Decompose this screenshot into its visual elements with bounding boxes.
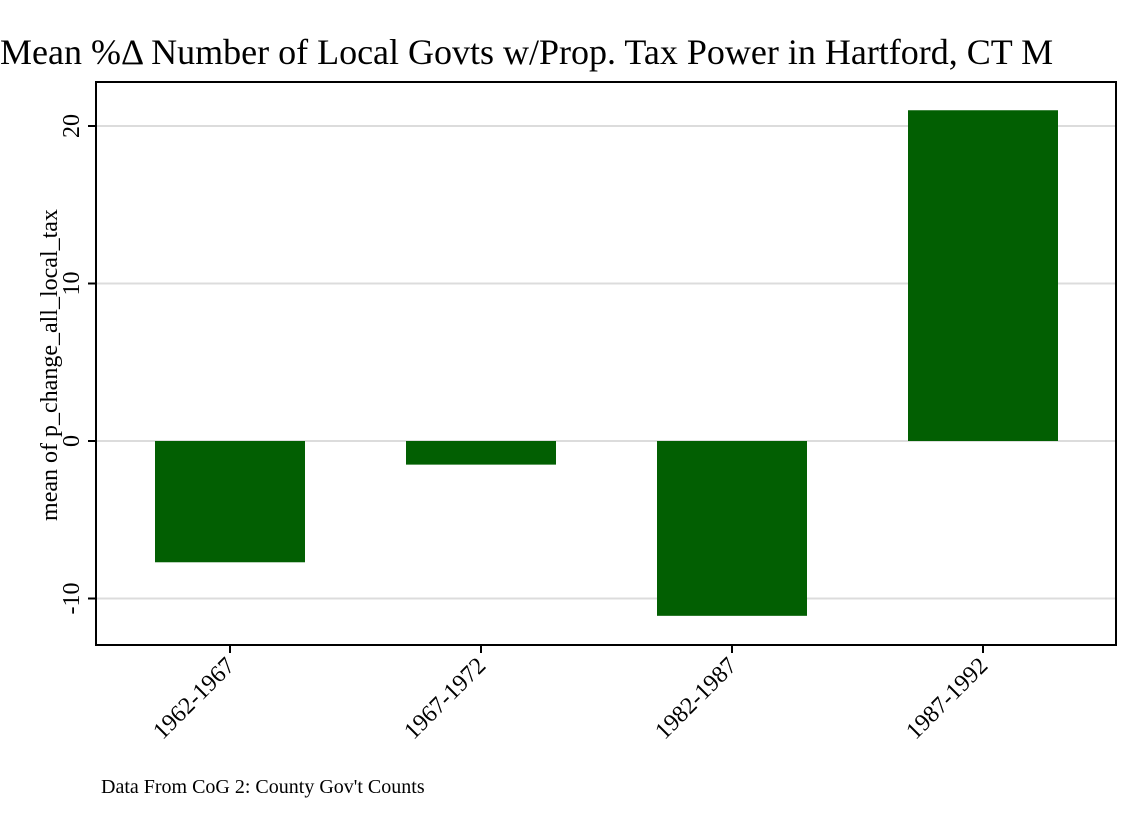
y-axis-label: mean of p_change_all_local_tax bbox=[37, 209, 63, 521]
y-tick-label: 10 bbox=[59, 272, 85, 296]
source-note: Data From CoG 2: County Gov't Counts bbox=[101, 776, 425, 798]
plot-frame bbox=[95, 81, 1117, 646]
bar-1987-1992 bbox=[908, 110, 1058, 441]
y-axis-ticks: -10 0 10 20 bbox=[59, 114, 96, 615]
bars bbox=[155, 110, 1058, 616]
chart-title: Mean %Δ Number of Local Govts w/Prop. Ta… bbox=[0, 32, 1053, 72]
bar-1967-1972 bbox=[406, 441, 556, 465]
bar-1962-1967 bbox=[155, 441, 305, 563]
y-tick-label: 20 bbox=[59, 114, 85, 138]
y-tick-label: -10 bbox=[59, 583, 85, 615]
bar-1982-1987 bbox=[657, 441, 807, 616]
y-tick-label: 0 bbox=[59, 435, 85, 447]
